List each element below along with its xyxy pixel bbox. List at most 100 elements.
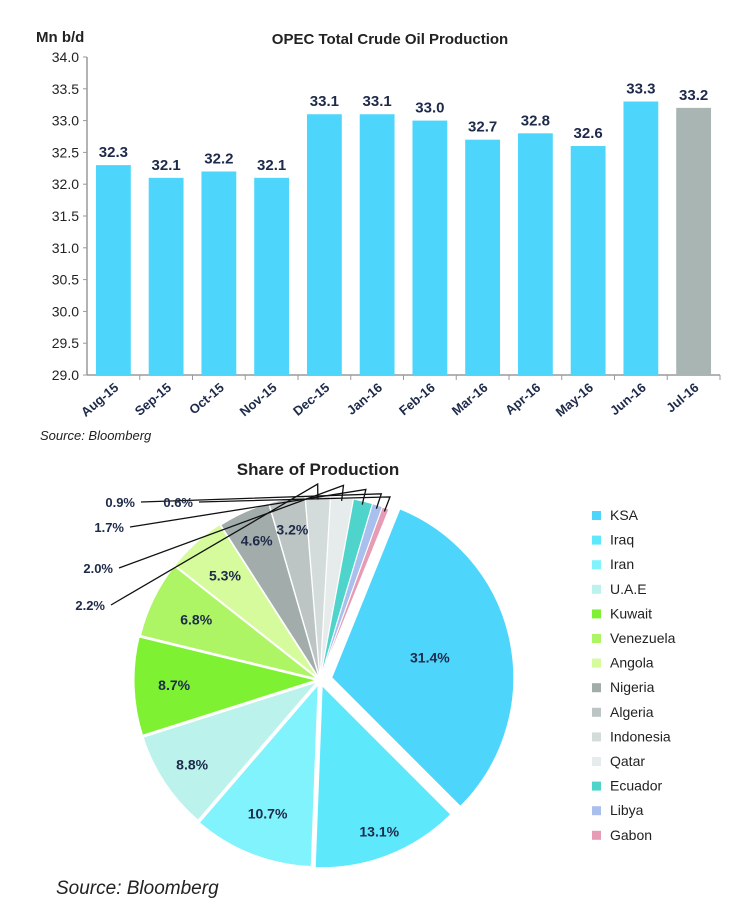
y-tick-label: 29.0 <box>52 367 79 383</box>
bar-chart-title: OPEC Total Crude Oil Production <box>272 31 508 48</box>
x-tick-label: Aug-15 <box>78 380 121 420</box>
legend-swatch <box>592 609 601 619</box>
pie-slice <box>331 508 515 808</box>
pie-slice <box>133 636 318 736</box>
legend-label: KSA <box>610 507 639 523</box>
bar <box>676 107 712 375</box>
leader-line <box>198 496 391 512</box>
bar-value-label: 32.8 <box>521 112 550 129</box>
bar-value-label: 32.2 <box>204 150 233 167</box>
bar <box>465 139 501 375</box>
x-tick-label: Nov-15 <box>237 380 280 419</box>
bar <box>306 114 342 376</box>
slice-label: 4.6% <box>241 533 273 549</box>
bar-chart-ylabel: Mn b/d <box>36 29 84 46</box>
bar <box>254 177 290 375</box>
pie-slice <box>220 502 320 679</box>
bar <box>359 114 395 376</box>
y-tick-label: 33.0 <box>52 113 79 129</box>
bar <box>95 165 131 375</box>
pie-slice <box>198 683 319 868</box>
legend-swatch <box>592 535 601 545</box>
legend-label: Ecuador <box>610 778 662 794</box>
legend-swatch <box>592 683 601 693</box>
legend-swatch <box>592 560 601 570</box>
pie-chart-title: Share of Production <box>237 460 399 479</box>
pie-slice <box>139 565 318 680</box>
x-tick-label: May-16 <box>553 380 596 420</box>
x-tick-label: Sep-15 <box>132 380 174 419</box>
x-tick-label: Mar-16 <box>449 380 491 418</box>
legend-label: Gabon <box>610 827 652 843</box>
y-tick-label: 32.0 <box>52 176 79 192</box>
pie-labels: 31.4% 13.1% 10.7% 8.8% 8.7% 6.8% 5.3% 4.6%3.2% 2… <box>75 495 450 839</box>
pie-chart-source: Source: Bloomberg <box>56 878 219 899</box>
bar-value-label: 32.1 <box>152 157 181 174</box>
slice-label: 31.4% <box>410 650 450 666</box>
legend-label: Iraq <box>610 532 634 548</box>
bar-value-label: 32.6 <box>574 125 603 142</box>
pie-slice <box>174 523 319 679</box>
legend-swatch <box>592 781 601 791</box>
x-tick-label: Apr-16 <box>502 380 543 418</box>
x-tick-label: Oct-15 <box>186 380 227 418</box>
bar-value-label: 33.1 <box>310 93 339 110</box>
slice-label: 0.6% <box>163 495 193 510</box>
legend-swatch <box>592 732 601 742</box>
legend-label: Kuwait <box>610 605 652 621</box>
x-tick-label: Jan-16 <box>344 380 385 418</box>
y-tick-label: 31.5 <box>52 208 79 224</box>
y-tick-label: 30.0 <box>52 303 79 319</box>
x-tick-label: Dec-15 <box>290 380 332 419</box>
x-tick-label: Jun-16 <box>607 380 649 418</box>
bar-value-label: 32.3 <box>99 144 128 161</box>
bar <box>412 120 448 375</box>
y-tick-label: 34.0 <box>52 49 79 65</box>
bar-value-label: 32.7 <box>468 119 497 136</box>
pie-chart: Share of Production 31.4% 13.1% 10.7% 8.8% 8… <box>75 460 676 869</box>
y-axis: 29.0 29.5 30.0 30.5 31.0 31.5 32.0 32.5 33.0 33.5… <box>52 49 88 383</box>
legend-label: Angola <box>610 655 654 671</box>
slice-label: 10.7% <box>248 805 288 821</box>
bar-value-label: 32.1 <box>257 157 286 174</box>
legend-label: Venezuela <box>610 630 676 646</box>
bar-value-label: 33.1 <box>363 93 392 110</box>
legend-swatch <box>592 634 601 643</box>
bar <box>517 133 553 375</box>
leader-line <box>140 493 383 509</box>
legend-swatch <box>592 806 601 816</box>
x-axis: Aug-15 Sep-15 Oct-15 Nov-15 Dec-15 Jan-16 Feb-… <box>78 374 721 420</box>
legend-swatch <box>592 658 601 668</box>
bar <box>148 177 184 375</box>
slice-label: 5.3% <box>209 567 241 583</box>
pie-slices <box>133 495 515 869</box>
slice-label: 2.2% <box>75 598 105 613</box>
slice-label: 3.2% <box>276 521 308 537</box>
legend-swatch <box>592 584 601 594</box>
bar-value-label: 33.0 <box>415 100 444 117</box>
y-tick-label: 29.5 <box>52 335 79 351</box>
slice-label: 0.9% <box>105 495 135 510</box>
legend-label: Qatar <box>610 753 645 769</box>
bar <box>570 146 606 375</box>
bars: 32.3 32.1 32.2 32.1 33.1 33.1 33.0 32.7 32.8 32.6… <box>95 81 712 376</box>
bar <box>201 171 237 375</box>
legend-label: Algeria <box>610 704 654 720</box>
x-tick-label: Feb-16 <box>396 380 438 418</box>
bar-value-label: 33.3 <box>626 81 655 98</box>
legend: KSA Iraq Iran U.A.E Kuwait Venezuela Angola Nig… <box>592 507 676 843</box>
bar <box>623 101 659 376</box>
slice-label: 8.7% <box>158 677 190 693</box>
bar-chart: OPEC Total Crude Oil Production Mn b/d 2… <box>36 29 721 420</box>
legend-label: U.A.E <box>610 581 647 597</box>
leader-line <box>129 488 367 528</box>
bar-chart-source: Source: Bloomberg <box>40 428 152 443</box>
bar-value-label: 33.2 <box>679 87 708 104</box>
slice-label: 6.8% <box>180 612 212 628</box>
legend-swatch <box>592 757 601 766</box>
y-tick-label: 31.0 <box>52 240 79 256</box>
legend-label: Nigeria <box>610 679 655 695</box>
slice-label: 8.8% <box>176 756 208 772</box>
pie-slice <box>314 684 452 869</box>
legend-swatch <box>592 707 601 717</box>
